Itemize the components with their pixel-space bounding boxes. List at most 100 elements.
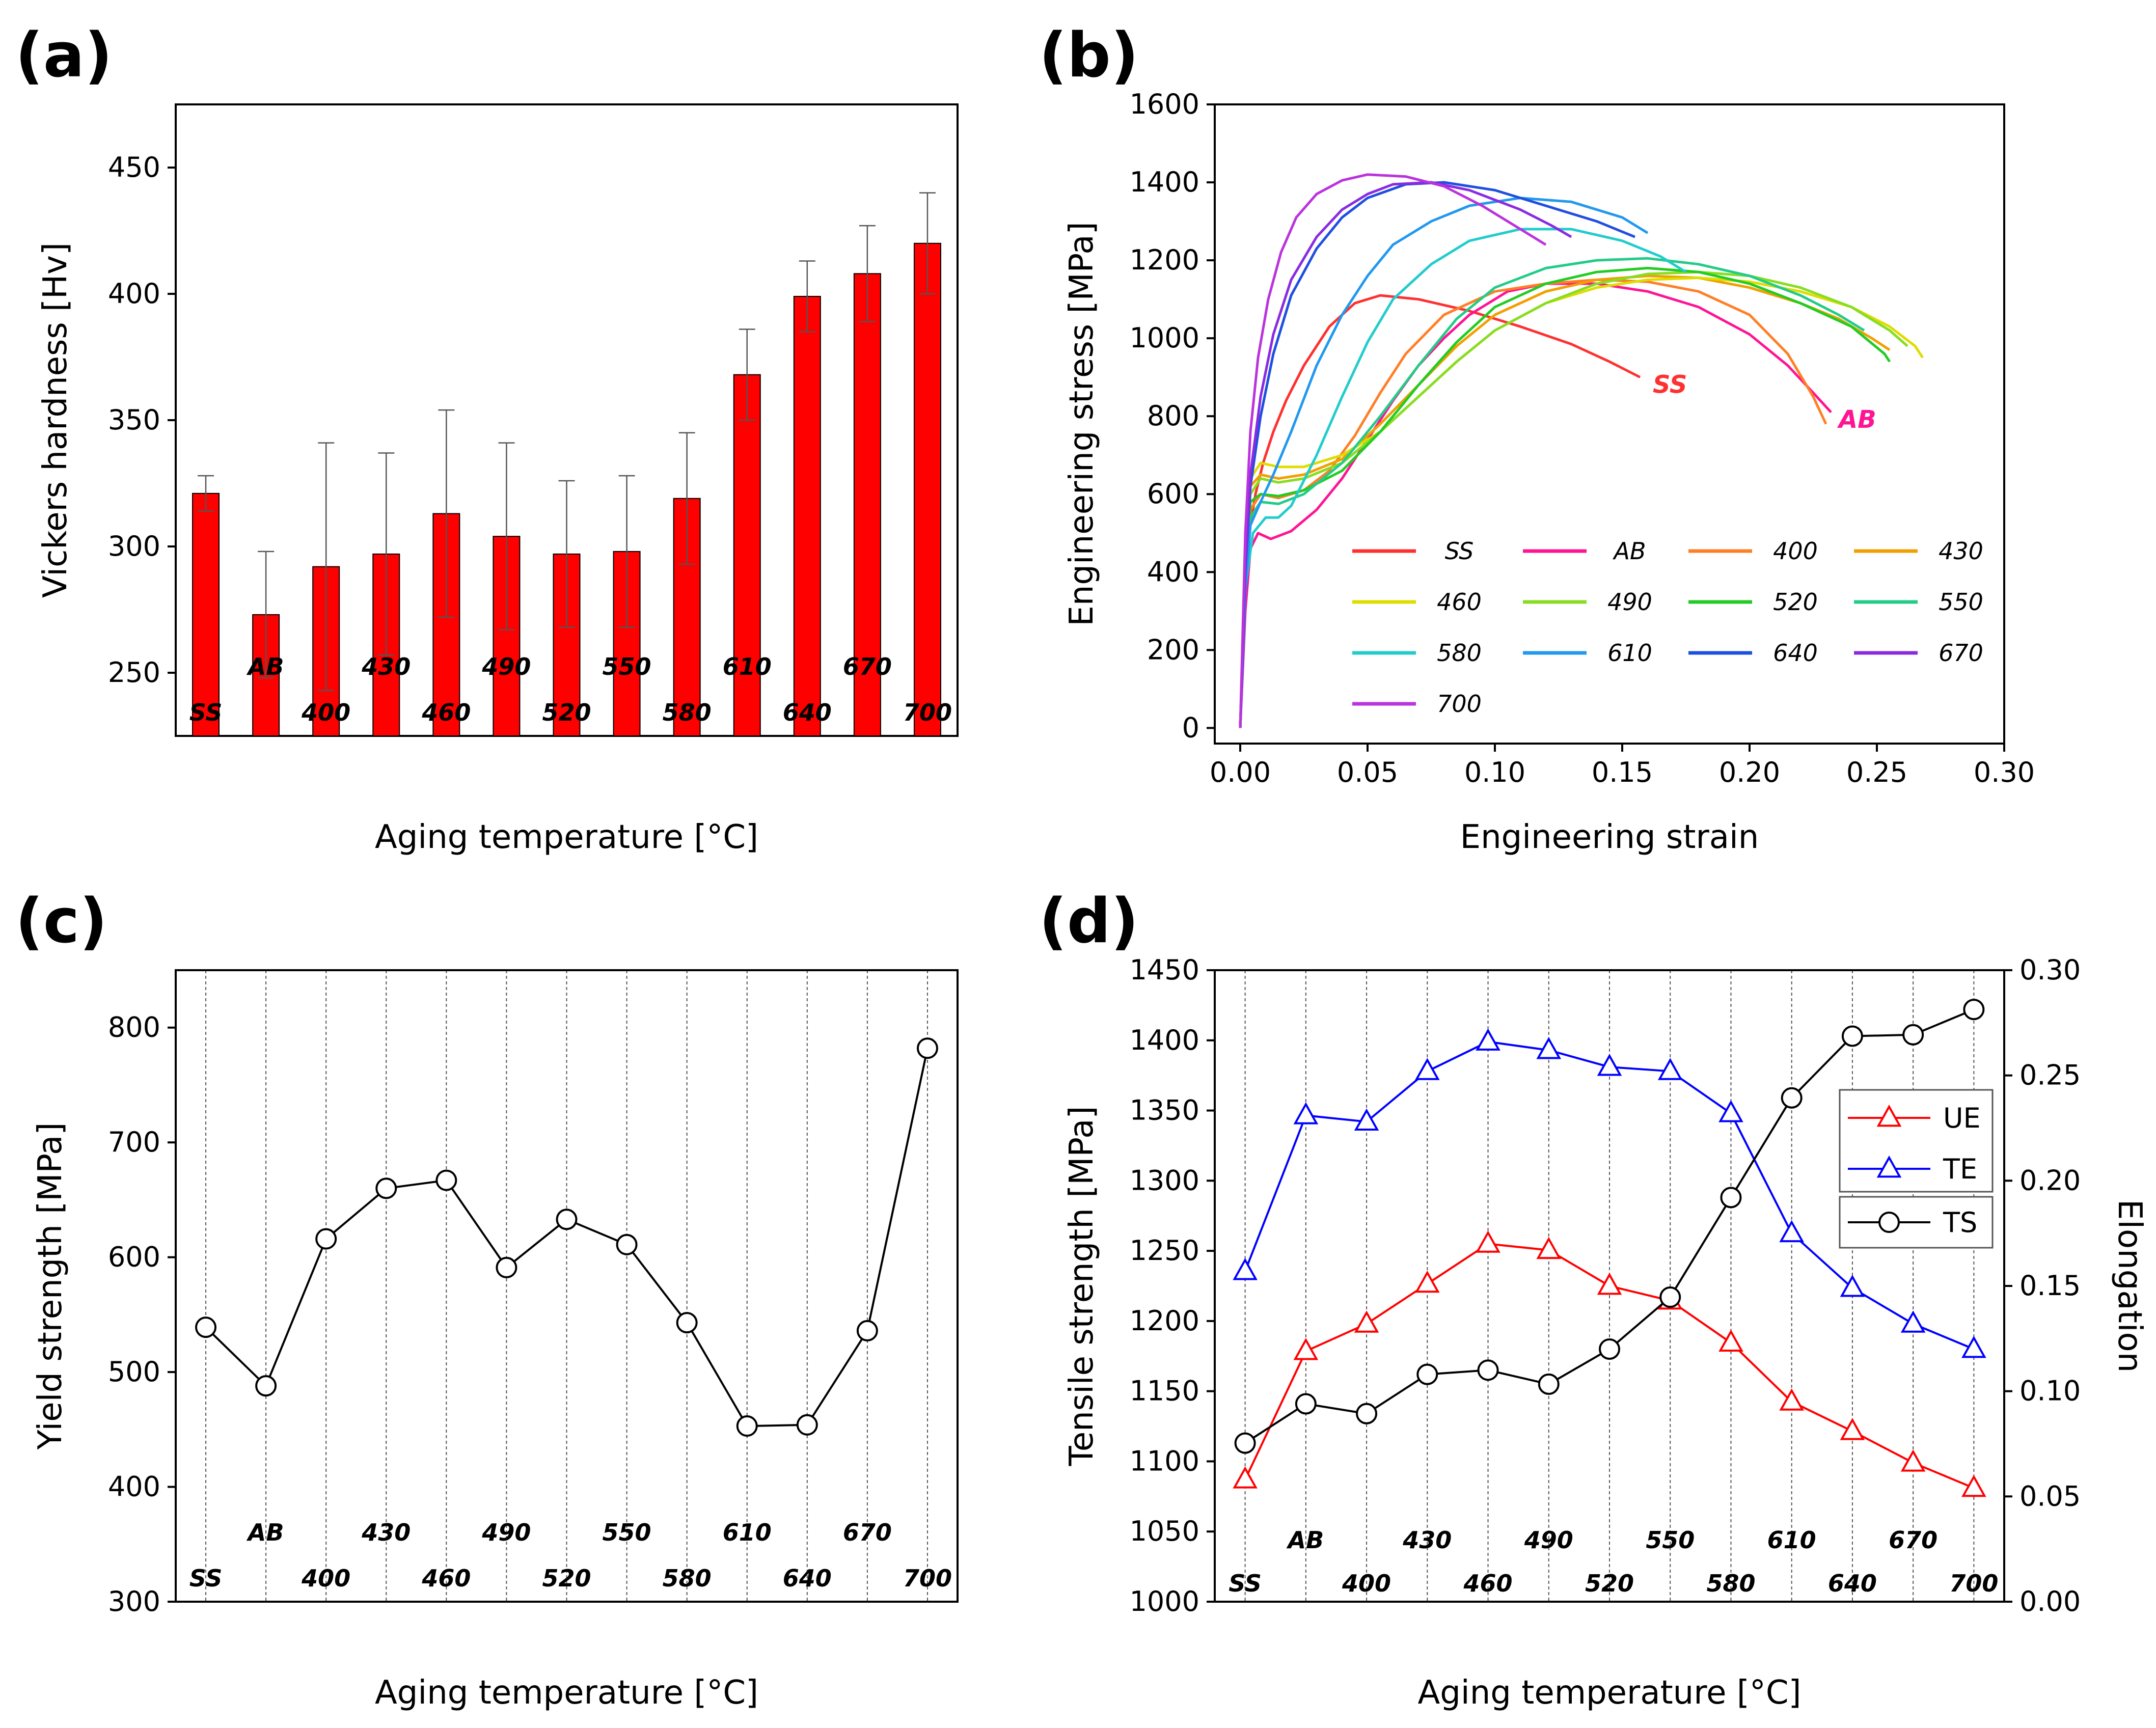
data-point-ue: [1536, 1237, 1562, 1259]
y-tick-label-d: 1400: [1130, 1024, 1199, 1056]
data-point-te: [1840, 1275, 1865, 1297]
legend-label: 490: [1607, 588, 1652, 616]
category-label-c: 610: [723, 1519, 772, 1546]
data-point-te: [1233, 1257, 1258, 1280]
data-point-ys: [496, 1256, 517, 1278]
data-point-ts: [1720, 1187, 1742, 1209]
legend-label: 580: [1437, 639, 1482, 667]
legend-label: 460: [1437, 588, 1482, 616]
data-point-ue: [1718, 1329, 1743, 1352]
chart-c-yield-strength: 300 400 500 600 700 800 SS AB 400 430 460 490 520 550…: [32, 969, 959, 1712]
category-label-d: 610: [1767, 1526, 1816, 1554]
y-tick-label-b: 1600: [1130, 88, 1199, 120]
y-tick-label-b: 400: [1147, 556, 1199, 588]
data-point-ts: [1416, 1363, 1438, 1385]
curve-700: [1239, 173, 1547, 728]
y-tick-label-a: 450: [108, 151, 160, 183]
x-tick-label-b: 0.05: [1337, 756, 1398, 788]
data-point-te: [1476, 1028, 1500, 1051]
category-label-a: AB: [247, 653, 284, 680]
panel-label-c: (c): [15, 886, 107, 957]
y2-tick-label-d: 0.00: [2019, 1585, 2081, 1617]
category-label-d: 430: [1402, 1526, 1452, 1554]
x-tick-label-b: 0.20: [1719, 756, 1780, 788]
legend-box-elongation: [1839, 1089, 1994, 1193]
category-label-a: 670: [843, 653, 892, 680]
y-tick-label-d: 1250: [1130, 1235, 1199, 1267]
data-point-ue: [1961, 1474, 1986, 1497]
x-tick-label-b: 0.30: [1974, 756, 2035, 788]
y-tick-label-d: 1300: [1130, 1164, 1199, 1196]
curve-670: [1239, 181, 1572, 728]
category-label-d: 520: [1585, 1570, 1634, 1597]
plot-frame-b: [1214, 103, 2005, 745]
y2-axis-title-d: Elongation: [2111, 1199, 2148, 1373]
data-point-ts: [1599, 1338, 1620, 1360]
legend-label: 550: [1939, 588, 1983, 616]
x-tick-label-b: 0.25: [1846, 756, 1907, 788]
legend-label: UE: [1943, 1102, 1981, 1134]
category-label-a: 580: [663, 699, 712, 726]
data-point-ue: [1354, 1310, 1379, 1333]
legend-label: 640: [1773, 639, 1818, 667]
category-label-a: 460: [421, 699, 471, 726]
category-label-c: SS: [189, 1565, 223, 1592]
data-point-te: [1597, 1054, 1622, 1076]
data-point-ts: [1295, 1393, 1317, 1415]
curve-490: [1239, 270, 1908, 728]
data-point-ue: [1476, 1230, 1500, 1253]
y-tick-label-b: 0: [1182, 711, 1199, 744]
bar: [793, 295, 821, 736]
y2-tick-label-d: 0.20: [2019, 1164, 2081, 1196]
data-point-ts: [1659, 1286, 1681, 1308]
y2-tick-label-d: 0.10: [2019, 1375, 2081, 1407]
data-point-ue: [1597, 1272, 1622, 1295]
data-point-te: [1293, 1102, 1319, 1124]
y-tick-label-a: 300: [108, 530, 160, 562]
y-tick-label-b: 600: [1147, 478, 1199, 510]
y-tick-label-a: 250: [108, 656, 160, 689]
y-axis-title-b: Engineering stress [MPa]: [1063, 222, 1101, 626]
legend-label: AB: [1612, 537, 1646, 565]
curve-610: [1239, 197, 1649, 728]
category-label-a: 490: [481, 653, 531, 680]
data-point-ts: [1477, 1359, 1499, 1381]
y-tick-label-c: 600: [108, 1241, 160, 1273]
category-label-c: AB: [247, 1519, 284, 1546]
category-label-d: 640: [1828, 1570, 1877, 1597]
category-label-c: 520: [542, 1565, 591, 1592]
legend-label: SS: [1445, 537, 1474, 565]
data-point-ys: [916, 1037, 938, 1059]
data-point-ue: [1840, 1418, 1865, 1440]
y-tick-label-c: 300: [108, 1585, 160, 1617]
y-tick-label-d: 1100: [1130, 1445, 1199, 1477]
category-label-d: 580: [1706, 1570, 1755, 1597]
category-label-d: 700: [1949, 1570, 1998, 1597]
x-tick-label-b: 0.00: [1210, 756, 1271, 788]
data-point-te: [1779, 1220, 1805, 1243]
y-axis-title-c: Yield strength [MPa]: [32, 1122, 69, 1450]
y2-tick-label-d: 0.05: [2019, 1480, 2081, 1512]
y-tick-label-d: 1200: [1130, 1305, 1199, 1337]
data-point-ue: [1293, 1338, 1319, 1360]
category-label-c: 490: [481, 1519, 531, 1546]
category-label-d: SS: [1229, 1570, 1262, 1597]
bar: [733, 374, 761, 736]
data-point-ys: [796, 1414, 818, 1436]
y-tick-label-d: 1050: [1130, 1515, 1199, 1547]
data-point-te: [1536, 1036, 1562, 1059]
y-tick-label-c: 500: [108, 1356, 160, 1388]
data-point-ys: [315, 1228, 337, 1250]
curve-640: [1239, 181, 1635, 728]
y-tick-label-d: 1000: [1130, 1585, 1199, 1617]
category-label-c: 700: [903, 1565, 952, 1592]
y2-tick-label-d: 0.15: [2019, 1270, 2081, 1302]
data-point-ts: [1781, 1087, 1803, 1109]
data-point-ys: [195, 1316, 217, 1338]
legend-label: 670: [1939, 639, 1983, 667]
y-axis-title-a: Vickers hardness [Hv]: [37, 242, 74, 598]
x-axis-title-c: Aging temperature [°C]: [375, 1674, 758, 1712]
x-axis-title-a: Aging temperature [°C]: [375, 818, 758, 856]
bar: [913, 242, 941, 736]
